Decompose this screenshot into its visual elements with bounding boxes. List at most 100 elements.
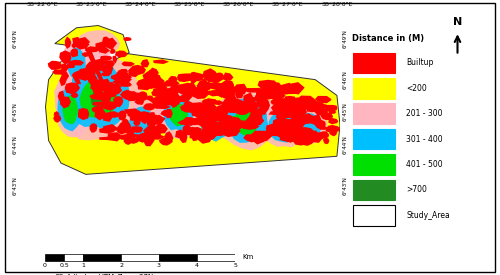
Text: 1: 1 — [81, 263, 85, 268]
Text: 6°44'N: 6°44'N — [343, 136, 348, 155]
Polygon shape — [222, 102, 228, 109]
Polygon shape — [141, 113, 148, 124]
Polygon shape — [90, 94, 104, 99]
Polygon shape — [96, 60, 104, 71]
Polygon shape — [102, 37, 110, 47]
Bar — [45, 254, 64, 261]
Polygon shape — [222, 120, 230, 131]
Polygon shape — [112, 79, 130, 85]
Polygon shape — [191, 132, 198, 141]
Text: 6°45'N: 6°45'N — [12, 102, 18, 121]
Polygon shape — [254, 92, 278, 100]
Polygon shape — [113, 96, 124, 107]
Polygon shape — [216, 120, 238, 131]
Polygon shape — [131, 128, 142, 133]
Polygon shape — [280, 98, 291, 109]
Polygon shape — [315, 96, 332, 103]
Polygon shape — [188, 127, 198, 134]
Polygon shape — [194, 112, 211, 117]
Polygon shape — [293, 134, 302, 139]
Polygon shape — [164, 131, 173, 144]
Polygon shape — [232, 84, 248, 94]
Polygon shape — [62, 95, 78, 124]
Polygon shape — [212, 122, 223, 133]
Polygon shape — [92, 63, 98, 69]
Polygon shape — [314, 115, 321, 122]
Polygon shape — [98, 79, 108, 90]
Polygon shape — [122, 119, 129, 128]
Polygon shape — [142, 72, 159, 83]
Text: 38°23'0"E: 38°23'0"E — [76, 2, 108, 7]
Polygon shape — [128, 68, 141, 77]
Polygon shape — [77, 30, 120, 57]
Polygon shape — [94, 59, 106, 67]
Polygon shape — [154, 123, 168, 134]
Polygon shape — [226, 85, 235, 97]
Polygon shape — [268, 111, 302, 143]
Polygon shape — [89, 70, 96, 77]
Polygon shape — [180, 102, 199, 113]
Polygon shape — [268, 87, 284, 99]
Polygon shape — [273, 119, 285, 126]
Polygon shape — [224, 73, 232, 81]
Polygon shape — [98, 113, 114, 118]
Polygon shape — [72, 37, 81, 45]
Polygon shape — [96, 42, 106, 51]
Polygon shape — [151, 89, 162, 97]
Polygon shape — [160, 88, 175, 96]
Polygon shape — [142, 134, 166, 140]
Polygon shape — [198, 88, 209, 97]
Polygon shape — [284, 131, 299, 142]
Polygon shape — [157, 82, 169, 86]
Polygon shape — [107, 132, 123, 141]
Polygon shape — [294, 104, 305, 116]
Polygon shape — [237, 101, 258, 113]
Polygon shape — [314, 135, 323, 139]
Polygon shape — [256, 108, 266, 112]
Polygon shape — [318, 110, 327, 116]
Text: 6°43'N: 6°43'N — [12, 176, 18, 195]
Bar — [159, 254, 197, 261]
Polygon shape — [156, 83, 168, 88]
Polygon shape — [144, 139, 153, 146]
Polygon shape — [286, 103, 300, 112]
Polygon shape — [144, 79, 157, 83]
Polygon shape — [162, 94, 182, 104]
Polygon shape — [318, 126, 328, 130]
Polygon shape — [278, 103, 292, 106]
Polygon shape — [190, 107, 208, 118]
Polygon shape — [260, 97, 270, 113]
Polygon shape — [112, 56, 117, 64]
Polygon shape — [197, 120, 216, 128]
Polygon shape — [226, 116, 244, 133]
Polygon shape — [220, 80, 234, 90]
Polygon shape — [198, 106, 209, 117]
Polygon shape — [222, 74, 234, 81]
Polygon shape — [130, 116, 146, 122]
Polygon shape — [146, 117, 156, 128]
Polygon shape — [159, 138, 173, 146]
Polygon shape — [92, 106, 104, 112]
Text: 38°22'0"E: 38°22'0"E — [26, 2, 58, 7]
Bar — [197, 254, 235, 261]
Polygon shape — [92, 82, 101, 90]
Polygon shape — [118, 74, 132, 80]
Polygon shape — [138, 92, 147, 101]
Polygon shape — [54, 111, 60, 116]
Polygon shape — [301, 130, 319, 138]
Polygon shape — [92, 102, 106, 106]
Polygon shape — [90, 83, 104, 90]
Polygon shape — [197, 131, 213, 144]
Polygon shape — [170, 104, 188, 126]
Polygon shape — [292, 98, 308, 104]
Polygon shape — [276, 121, 287, 131]
Polygon shape — [302, 103, 312, 108]
Polygon shape — [250, 96, 266, 102]
Polygon shape — [256, 88, 280, 99]
Text: 301 - 400: 301 - 400 — [406, 134, 443, 144]
Polygon shape — [295, 115, 320, 124]
Polygon shape — [74, 39, 90, 50]
Text: 4: 4 — [195, 263, 199, 268]
Text: 3: 3 — [157, 263, 161, 268]
Polygon shape — [205, 129, 226, 134]
